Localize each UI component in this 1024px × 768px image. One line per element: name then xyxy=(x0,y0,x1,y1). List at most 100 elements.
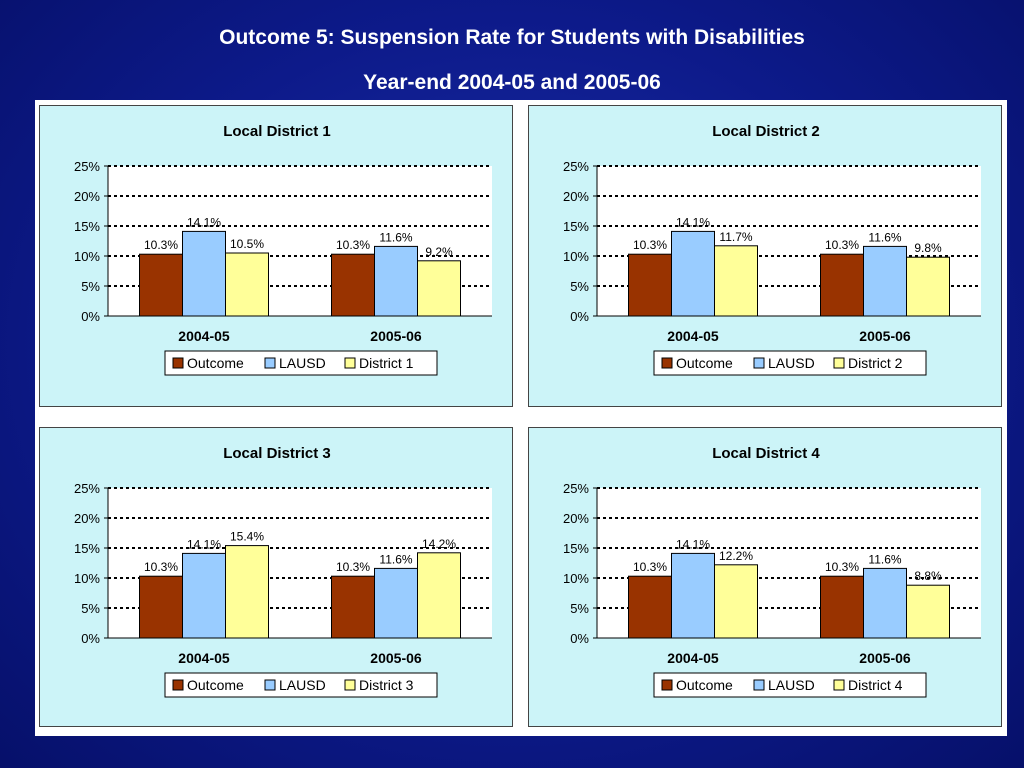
bar-district xyxy=(714,245,758,317)
y-tick-label: 0% xyxy=(570,309,589,324)
y-tick-label: 5% xyxy=(81,279,100,294)
y-tick-label: 20% xyxy=(74,511,100,526)
y-tick-label: 0% xyxy=(570,631,589,646)
data-label: 14.1% xyxy=(676,215,710,229)
legend-swatch-district xyxy=(344,679,356,691)
chart-district-2: Local District 2 0% 5% 10% 15% 20% 25% 10.3% 14.… xyxy=(563,123,981,376)
bar-district xyxy=(225,545,269,639)
charts-frame: Local District 1 0% 5% 10% 15% 20% 25% 10.3% 14.… xyxy=(35,100,1007,736)
bar-district xyxy=(714,564,758,639)
slide-title: Outcome 5: Suspension Rate for Students … xyxy=(219,26,805,49)
y-tick-label: 15% xyxy=(563,541,589,556)
legend-swatch-district xyxy=(833,357,845,369)
y-tick-label: 20% xyxy=(74,189,100,204)
y-tick-label: 25% xyxy=(563,481,589,496)
legend-label-outcome: Outcome xyxy=(187,355,244,371)
y-tick-label: 15% xyxy=(74,541,100,556)
bar-lausd xyxy=(671,230,715,317)
bar-lausd xyxy=(374,245,418,317)
x-category-label: 2004-05 xyxy=(667,650,719,666)
bar-lausd xyxy=(374,567,418,639)
data-label: 11.6% xyxy=(379,552,412,566)
bar-outcome xyxy=(820,575,864,639)
bar-lausd xyxy=(863,567,907,639)
y-tick-label: 25% xyxy=(74,481,100,496)
data-label: 11.6% xyxy=(868,230,901,244)
legend-label-outcome: Outcome xyxy=(676,355,733,371)
x-category-label: 2004-05 xyxy=(178,650,230,666)
data-label: 11.7% xyxy=(719,230,752,244)
data-label: 10.3% xyxy=(144,238,178,252)
legend-swatch-lausd xyxy=(753,357,765,369)
y-tick-label: 5% xyxy=(570,601,589,616)
legend: Outcome LAUSD District 1 xyxy=(164,350,438,376)
y-tick-label: 25% xyxy=(74,159,100,174)
bar-district xyxy=(417,260,461,317)
chart-panel-district-1: Local District 1 0% 5% 10% 15% 20% 25% 10.3% 14.… xyxy=(39,105,513,407)
legend-box xyxy=(164,350,438,376)
y-tick-label: 15% xyxy=(563,219,589,234)
bar-outcome xyxy=(331,253,375,317)
data-label: 11.6% xyxy=(868,552,901,566)
legend-swatch-outcome xyxy=(661,679,673,691)
legend-swatch-district xyxy=(833,679,845,691)
x-category-label: 2005-06 xyxy=(370,650,422,666)
legend-box xyxy=(653,672,927,698)
data-label: 15.4% xyxy=(230,530,264,544)
y-tick-label: 0% xyxy=(81,631,100,646)
data-label: 10.3% xyxy=(633,238,667,252)
legend-swatch-outcome xyxy=(172,679,184,691)
legend-label-district: District 1 xyxy=(359,355,414,371)
legend-label-district: District 3 xyxy=(359,677,414,693)
x-category-label: 2004-05 xyxy=(667,328,719,344)
data-label: 10.3% xyxy=(633,560,667,574)
y-tick-label: 10% xyxy=(74,249,100,264)
data-label: 14.1% xyxy=(187,537,221,551)
data-label: 12.2% xyxy=(719,549,753,563)
legend-label-outcome: Outcome xyxy=(676,677,733,693)
legend-swatch-outcome xyxy=(661,357,673,369)
bar-outcome xyxy=(139,575,183,639)
data-label: 11.6% xyxy=(379,230,412,244)
bar-district xyxy=(417,552,461,639)
data-label: 14.1% xyxy=(187,215,221,229)
chart-title: Local District 1 xyxy=(223,123,331,140)
chart-district-3: Local District 3 0% 5% 10% 15% 20% 25% 10.3% 14.… xyxy=(74,445,492,698)
chart-title: Local District 2 xyxy=(712,123,820,140)
bar-outcome xyxy=(628,575,672,639)
data-label: 14.1% xyxy=(676,537,710,551)
x-category-label: 2005-06 xyxy=(859,650,911,666)
legend-label-lausd: LAUSD xyxy=(768,677,815,693)
y-tick-label: 10% xyxy=(563,249,589,264)
y-tick-label: 10% xyxy=(563,571,589,586)
legend: Outcome LAUSD District 3 xyxy=(164,672,438,698)
legend: Outcome LAUSD District 4 xyxy=(653,672,927,698)
legend-label-district: District 4 xyxy=(848,677,903,693)
legend-label-outcome: Outcome xyxy=(187,677,244,693)
bar-outcome xyxy=(139,253,183,317)
legend-box xyxy=(164,672,438,698)
data-label: 9.2% xyxy=(425,245,453,259)
legend-swatch-lausd xyxy=(753,679,765,691)
bar-outcome xyxy=(820,253,864,317)
chart-panel-district-4: Local District 4 0% 5% 10% 15% 20% 25% 10.3% 14.… xyxy=(528,427,1002,727)
legend-label-district: District 2 xyxy=(848,355,903,371)
y-tick-label: 5% xyxy=(81,601,100,616)
y-tick-label: 25% xyxy=(563,159,589,174)
legend-label-lausd: LAUSD xyxy=(279,677,326,693)
data-label: 10.3% xyxy=(825,238,859,252)
bar-lausd xyxy=(182,230,226,317)
y-tick-label: 10% xyxy=(74,571,100,586)
chart-title: Local District 3 xyxy=(223,445,331,462)
data-label: 8.8% xyxy=(914,569,942,583)
bar-lausd xyxy=(671,552,715,639)
data-label: 10.5% xyxy=(230,237,264,251)
x-category-label: 2005-06 xyxy=(859,328,911,344)
legend-swatch-lausd xyxy=(264,357,276,369)
legend-label-lausd: LAUSD xyxy=(768,355,815,371)
bar-lausd xyxy=(182,552,226,639)
legend-box xyxy=(653,350,927,376)
legend-swatch-lausd xyxy=(264,679,276,691)
data-label: 14.2% xyxy=(422,537,456,551)
bar-outcome xyxy=(628,253,672,317)
